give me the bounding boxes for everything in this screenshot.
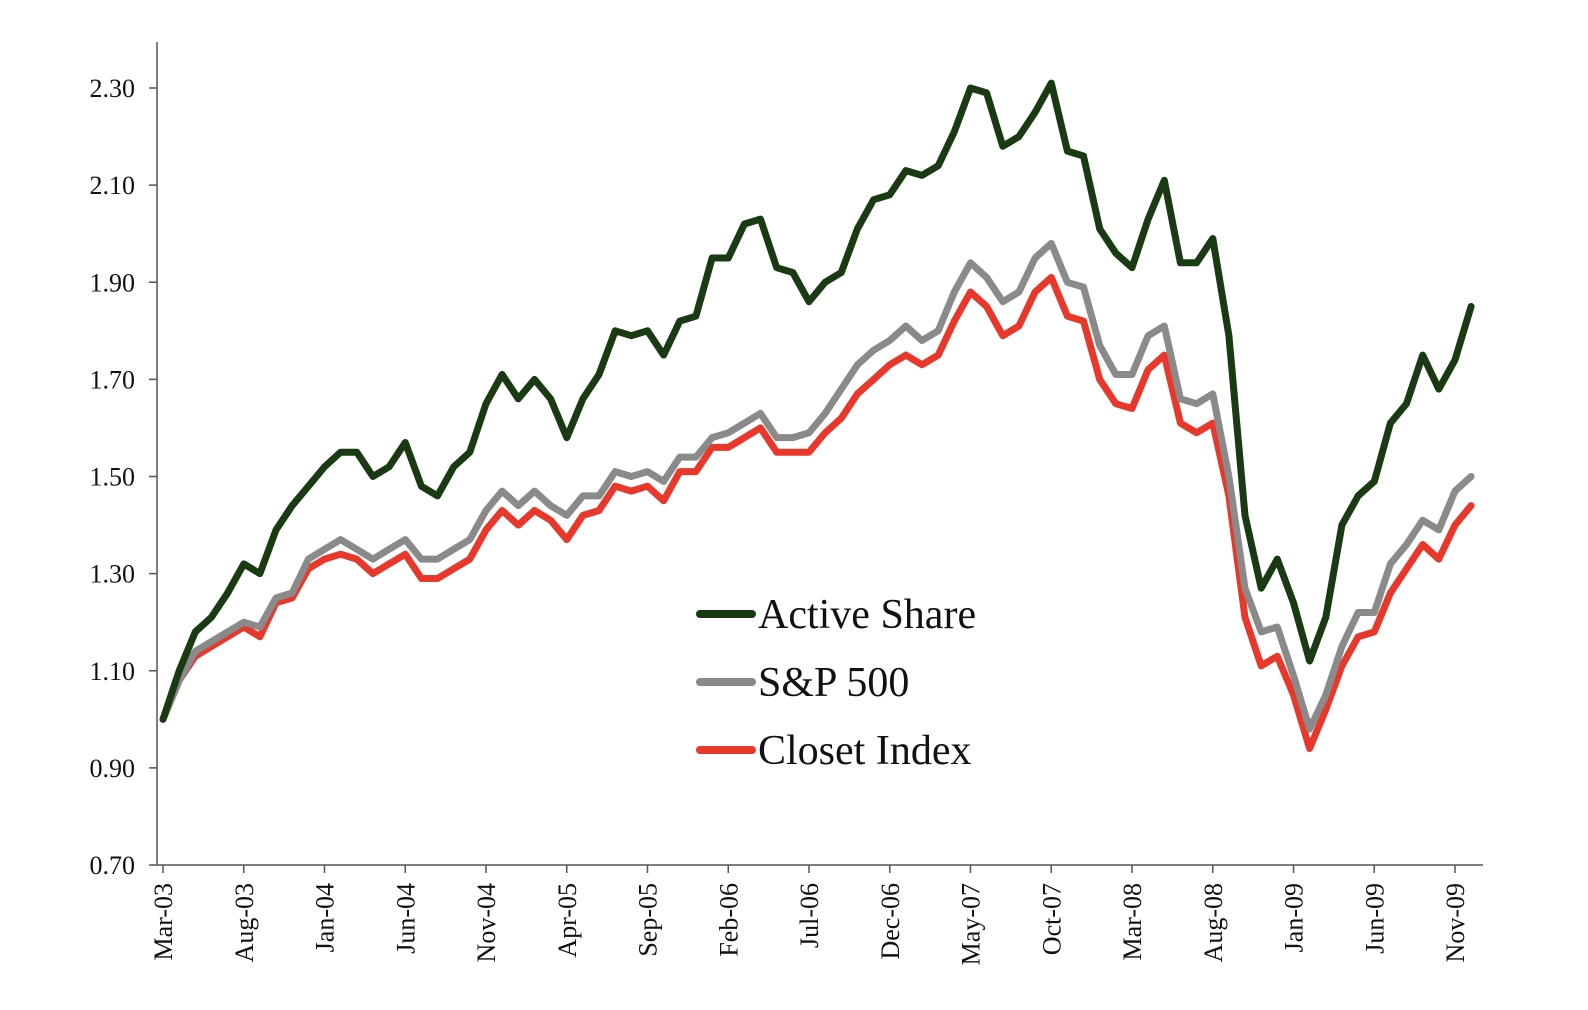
series-line-closet-index: [159, 273, 1475, 752]
series-line-s-p-500: [159, 239, 1475, 733]
x-tick-label: Sep-05: [634, 883, 663, 957]
y-tick-label: 1.10: [90, 657, 136, 686]
y-tick-label: 2.30: [90, 74, 136, 103]
y-tick-label: 2.10: [90, 171, 136, 200]
x-tick-label: May-07: [957, 883, 986, 965]
x-tick-label: Apr-05: [553, 883, 582, 958]
x-tick-label: Jan-09: [1280, 883, 1309, 952]
y-tick-label: 1.70: [90, 365, 136, 394]
x-tick-label: Nov-09: [1441, 883, 1470, 962]
y-tick-group: 0.70 0.90 1.10 1.30 1.50 1.70 1.90 2.10 2.30: [90, 74, 157, 880]
y-tick-label: 0.70: [90, 851, 136, 880]
x-tick-label: Oct-07: [1037, 883, 1066, 955]
x-tick-label: Nov-04: [472, 883, 501, 962]
series-line-active-share: [159, 79, 1475, 723]
y-tick-label: 0.90: [90, 754, 136, 783]
legend: Active Share S&P 500 Closet Index: [696, 592, 976, 774]
legend-label-active-share: Active Share: [758, 592, 976, 638]
x-tick-group: Mar-03 Aug-03 Jan-04 Jun-04 Nov-04 Apr-05 Sep-…: [149, 865, 1470, 965]
x-tick-label: Jun-04: [391, 883, 420, 954]
x-tick-label: Aug-03: [230, 883, 259, 962]
legend-label-s-p-500: S&P 500: [758, 660, 909, 706]
axes: [156, 42, 1483, 866]
y-tick-label: 1.30: [90, 560, 136, 589]
x-tick-label: Dec-06: [876, 883, 905, 960]
x-tick-label: Jul-06: [795, 883, 824, 948]
y-tick-label: 1.90: [90, 268, 136, 297]
x-tick-label: Aug-08: [1199, 883, 1228, 962]
x-tick-label: Mar-08: [1118, 883, 1147, 960]
x-tick-label: Jan-04: [311, 883, 340, 952]
x-tick-label: Mar-03: [149, 883, 178, 960]
legend-label-closet-index: Closet Index: [758, 728, 971, 774]
x-tick-label: Feb-06: [714, 883, 743, 957]
series-group: [159, 79, 1475, 752]
y-tick-label: 1.50: [90, 463, 136, 492]
x-tick-label: Jun-09: [1360, 883, 1389, 954]
